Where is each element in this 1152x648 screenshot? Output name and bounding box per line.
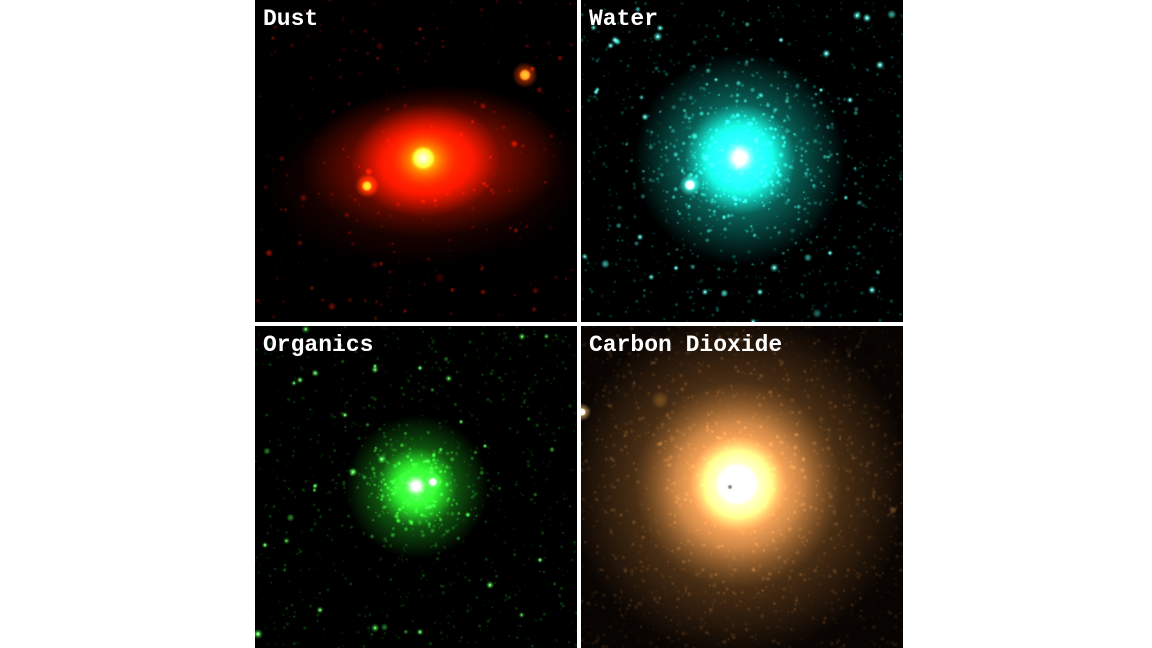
dust-image (255, 0, 577, 322)
panel-organics: Organics (255, 326, 577, 648)
panel-label-dust: Dust (263, 6, 319, 32)
panel-label-water: Water (589, 6, 659, 32)
four-panel-montage: Dust Water Organics Carbon Dioxide (255, 0, 903, 648)
panel-carbon-dioxide: Carbon Dioxide (581, 326, 903, 648)
organics-image (255, 326, 577, 648)
panel-dust: Dust (255, 0, 577, 322)
panel-water: Water (581, 0, 903, 322)
panel-label-organics: Organics (263, 332, 374, 358)
panel-label-carbon-dioxide: Carbon Dioxide (589, 332, 783, 358)
water-image (581, 0, 903, 322)
carbon-dioxide-image (581, 326, 903, 648)
